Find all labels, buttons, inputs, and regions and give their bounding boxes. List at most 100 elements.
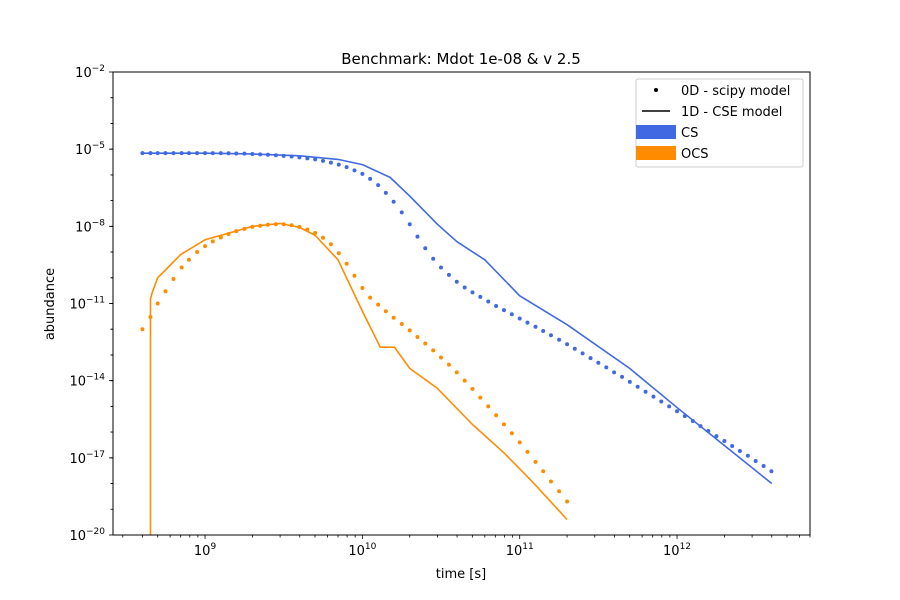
series-point-ocs <box>557 489 562 494</box>
series-point-ocs <box>407 328 412 333</box>
series-point-cs <box>761 464 766 469</box>
series-point-cs <box>423 246 428 251</box>
series-point-cs <box>234 151 239 156</box>
series-point-ocs <box>478 395 483 400</box>
series-point-ocs <box>486 404 491 409</box>
series-point-cs <box>336 162 341 167</box>
series-point-cs <box>218 151 223 156</box>
series-point-cs <box>690 419 695 424</box>
series-point-ocs <box>155 301 160 306</box>
series-point-ocs <box>344 261 349 266</box>
series-point-cs <box>289 154 294 159</box>
series-point-cs <box>745 453 750 458</box>
series-point-ocs <box>368 295 373 300</box>
series-point-cs <box>753 459 758 464</box>
legend-box <box>635 78 804 168</box>
series-point-ocs <box>454 370 459 375</box>
series-point-ocs <box>525 449 530 454</box>
y-tick-label: 10−20 <box>69 527 105 544</box>
series-point-cs <box>643 389 648 394</box>
series-point-ocs <box>234 229 239 234</box>
series-point-cs <box>612 370 617 375</box>
series-point-cs <box>415 234 420 239</box>
series-line-ocs <box>149 222 568 535</box>
series-point-ocs <box>226 232 231 237</box>
series-point-cs <box>548 333 553 338</box>
series-point-ocs <box>163 289 168 294</box>
series-point-cs <box>509 312 514 317</box>
series-point-cs <box>659 399 664 404</box>
series-point-cs <box>438 265 443 270</box>
series-point-cs <box>258 152 263 157</box>
series-point-ocs <box>541 469 546 474</box>
series-point-ocs <box>313 231 318 236</box>
series-point-ocs <box>265 222 270 227</box>
series-point-cs <box>446 272 451 277</box>
series-point-cs <box>572 346 577 351</box>
series-point-cs <box>486 299 491 304</box>
series-point-ocs <box>148 314 153 319</box>
series-point-cs <box>730 443 735 448</box>
x-tick-label: 1010 <box>348 542 376 559</box>
series-point-ocs <box>273 222 278 227</box>
y-tick-label: 10−5 <box>75 141 105 158</box>
series-point-cs <box>533 324 538 329</box>
y-tick-label: 10−11 <box>69 296 105 313</box>
y-tick-label: 10−14 <box>69 373 105 390</box>
series-point-ocs <box>446 362 451 367</box>
series-point-cs <box>368 176 373 181</box>
series-layer <box>140 151 774 535</box>
series-point-ocs <box>328 242 333 247</box>
series-point-cs <box>210 151 215 156</box>
series-point-ocs <box>399 321 404 326</box>
series-point-ocs <box>195 250 200 255</box>
series-point-cs <box>297 155 302 160</box>
series-point-cs <box>557 337 562 342</box>
x-axis: 109 1010 1011 1012 <box>122 535 811 559</box>
series-point-cs <box>462 285 467 290</box>
series-point-ocs <box>509 431 514 436</box>
series-point-ocs <box>376 302 381 307</box>
series-point-ocs <box>179 265 184 270</box>
series-point-cs <box>265 152 270 157</box>
series-point-cs <box>580 351 585 356</box>
series-point-ocs <box>242 226 247 231</box>
series-point-cs <box>179 151 184 156</box>
series-point-cs <box>242 151 247 156</box>
legend-label-1d: 1D - CSE model <box>681 105 782 120</box>
series-point-ocs <box>250 224 255 229</box>
series-point-cs <box>203 151 208 156</box>
x-tick-label: 109 <box>194 542 217 559</box>
series-point-ocs <box>218 235 223 240</box>
series-point-ocs <box>297 224 302 229</box>
series-point-ocs <box>438 355 443 360</box>
legend-swatch-cs <box>636 125 676 139</box>
series-point-ocs <box>462 378 467 383</box>
series-point-cs <box>171 151 176 156</box>
y-axis-label: abundance <box>43 268 58 340</box>
series-point-ocs <box>336 251 341 256</box>
series-point-cs <box>399 210 404 215</box>
series-point-cs <box>163 151 168 156</box>
series-point-cs <box>769 469 774 474</box>
series-point-cs <box>328 160 333 165</box>
series-point-cs <box>140 151 145 156</box>
series-point-ocs <box>501 422 506 427</box>
legend-marker-dot <box>654 88 658 92</box>
series-point-ocs <box>431 348 436 353</box>
series-point-cs <box>698 424 703 429</box>
series-point-cs <box>281 153 286 158</box>
series-point-cs <box>148 151 153 156</box>
series-point-ocs <box>517 440 522 445</box>
series-point-cs <box>352 168 357 173</box>
series-point-cs <box>470 290 475 295</box>
series-point-ocs <box>321 235 325 240</box>
series-point-ocs <box>423 341 428 346</box>
series-point-cs <box>627 379 632 384</box>
series-point-ocs <box>415 334 420 339</box>
series-point-cs <box>155 151 160 156</box>
series-point-ocs <box>171 276 176 281</box>
legend: 0D - scipy model 1D - CSE model CS OCS <box>635 78 804 168</box>
series-point-cs <box>525 320 530 325</box>
